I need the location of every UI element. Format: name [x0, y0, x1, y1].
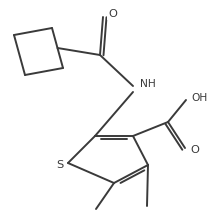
Text: NH: NH — [140, 79, 156, 89]
Text: S: S — [56, 160, 64, 170]
Text: O: O — [108, 9, 117, 19]
Text: OH: OH — [191, 93, 207, 103]
Text: O: O — [190, 145, 199, 155]
